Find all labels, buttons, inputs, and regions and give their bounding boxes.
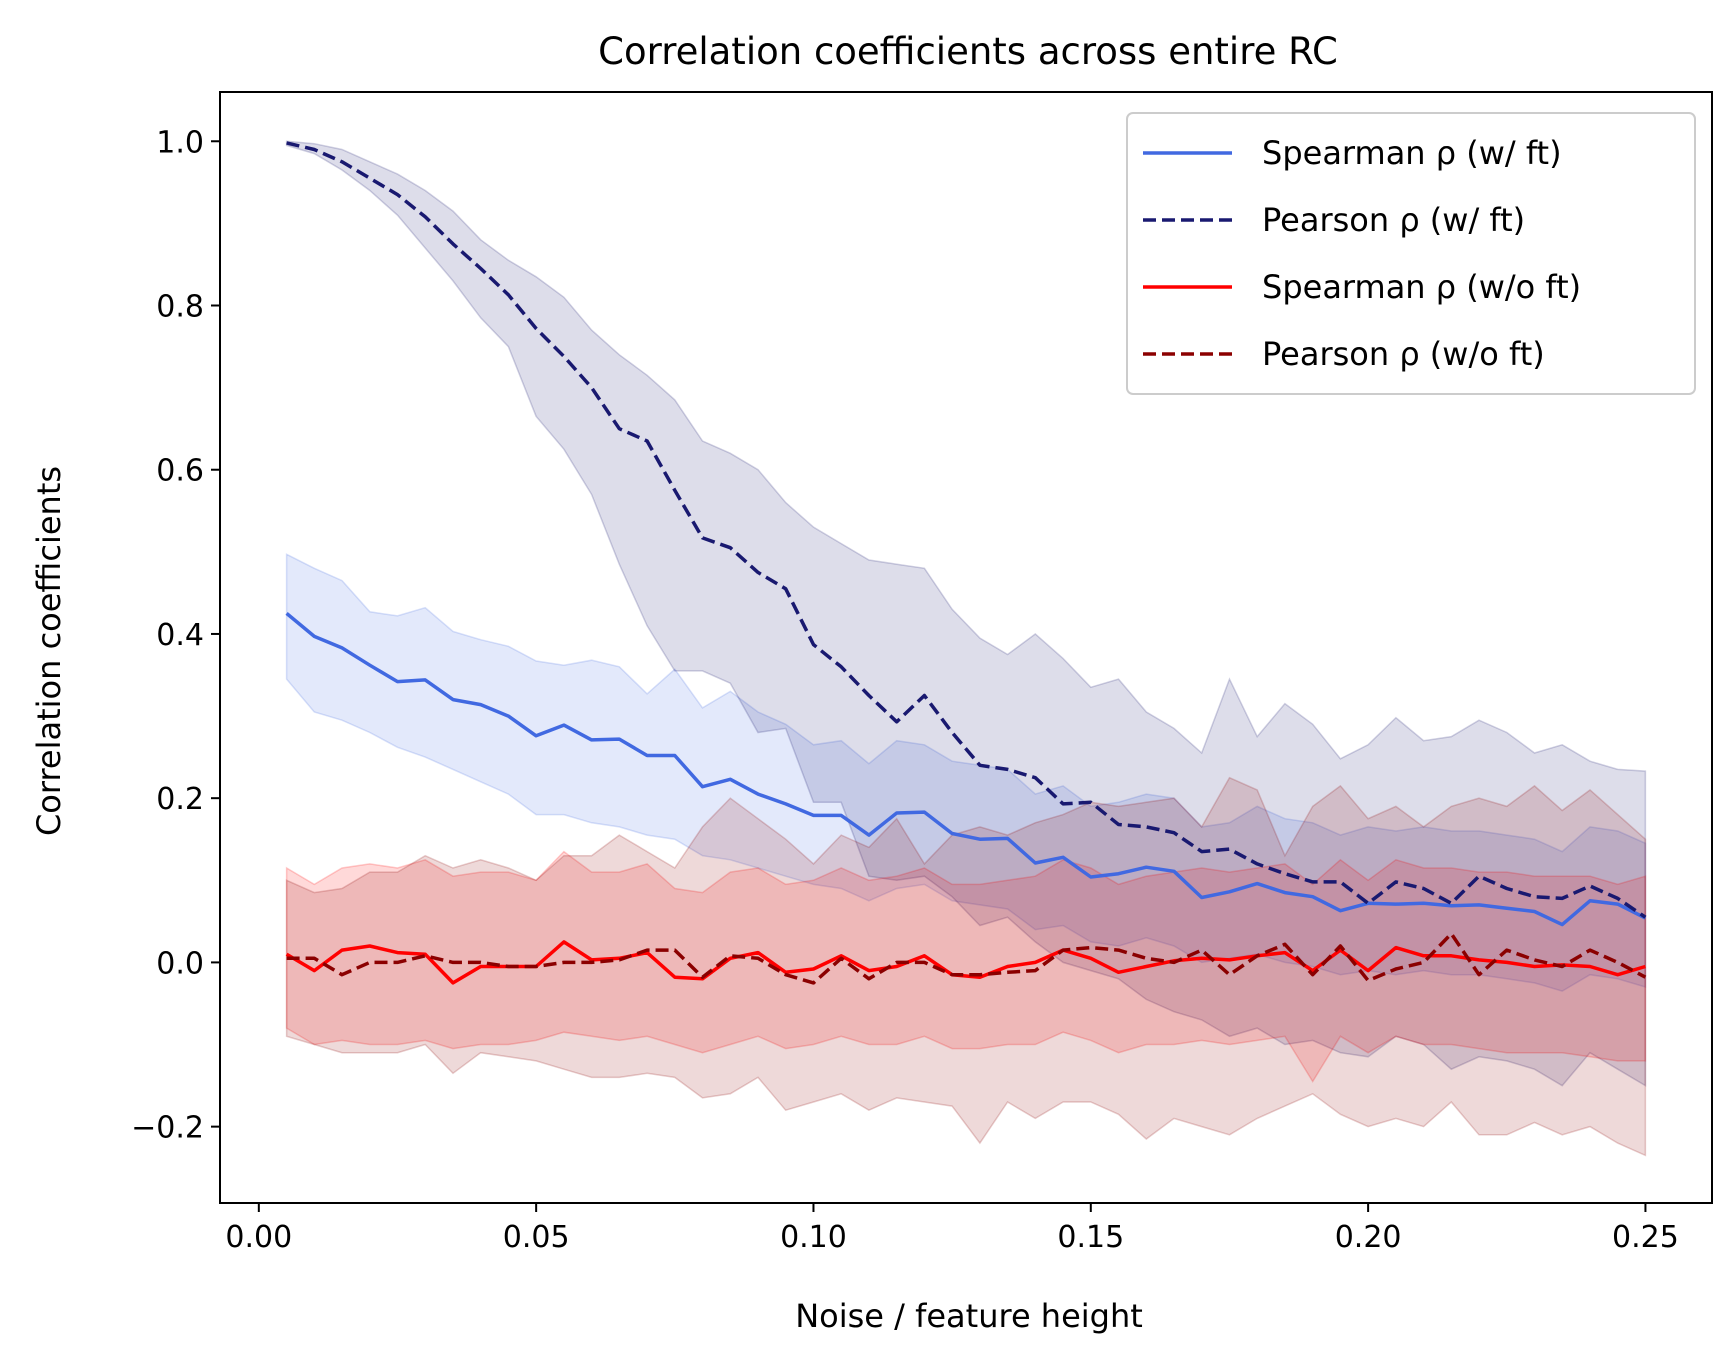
- y-tick-label: 0.2: [156, 782, 204, 817]
- y-tick-label: 0.0: [156, 946, 204, 981]
- x-tick-label: 0.25: [1612, 1220, 1679, 1255]
- x-tick-label: 0.05: [503, 1220, 570, 1255]
- y-axis-ticks: −0.2 0.0 0.2 0.4 0.6 0.8 1.0: [131, 125, 220, 1146]
- y-tick-label: 0.6: [156, 454, 204, 489]
- x-axis-label: Noise / feature height: [795, 1297, 1143, 1335]
- x-axis-ticks: 0.00 0.05 0.10 0.15 0.20 0.25: [225, 1203, 1679, 1255]
- x-tick-label: 0.15: [1057, 1220, 1124, 1255]
- x-tick-label: 0.10: [780, 1220, 847, 1255]
- y-tick-label: 0.4: [156, 618, 204, 653]
- band-series-3: [285, 850, 1647, 1083]
- confidence-bands: [285, 140, 1647, 1157]
- chart-title: Correlation coefficients across entire R…: [598, 30, 1338, 73]
- y-axis-label: Correlation coefficients: [30, 466, 68, 836]
- legend-label: Spearman ρ (w/o ft): [1262, 268, 1581, 306]
- y-tick-label: 1.0: [156, 125, 204, 160]
- series-lines: [285, 141, 1647, 985]
- line-series-4: [286, 931, 1647, 985]
- legend-label: Spearman ρ (w/ ft): [1262, 134, 1562, 172]
- line-series-1: [285, 612, 1647, 927]
- band-series-1: [285, 553, 1647, 992]
- legend-label: Pearson ρ (w/ ft): [1262, 201, 1525, 239]
- legend-label: Pearson ρ (w/o ft): [1262, 335, 1545, 373]
- legend: Spearman ρ (w/ ft) Pearson ρ (w/ ft) Spear…: [1126, 112, 1696, 395]
- legend-box: [1126, 112, 1696, 395]
- y-tick-label: −0.2: [131, 1111, 204, 1146]
- x-tick-label: 0.20: [1335, 1220, 1402, 1255]
- x-tick-label: 0.00: [225, 1220, 292, 1255]
- band-series-2: [285, 140, 1647, 1087]
- band-series-4: [285, 776, 1647, 1157]
- line-series-2: [286, 141, 1647, 919]
- y-tick-label: 0.8: [156, 289, 204, 324]
- plot-area-frame: [219, 91, 1713, 1204]
